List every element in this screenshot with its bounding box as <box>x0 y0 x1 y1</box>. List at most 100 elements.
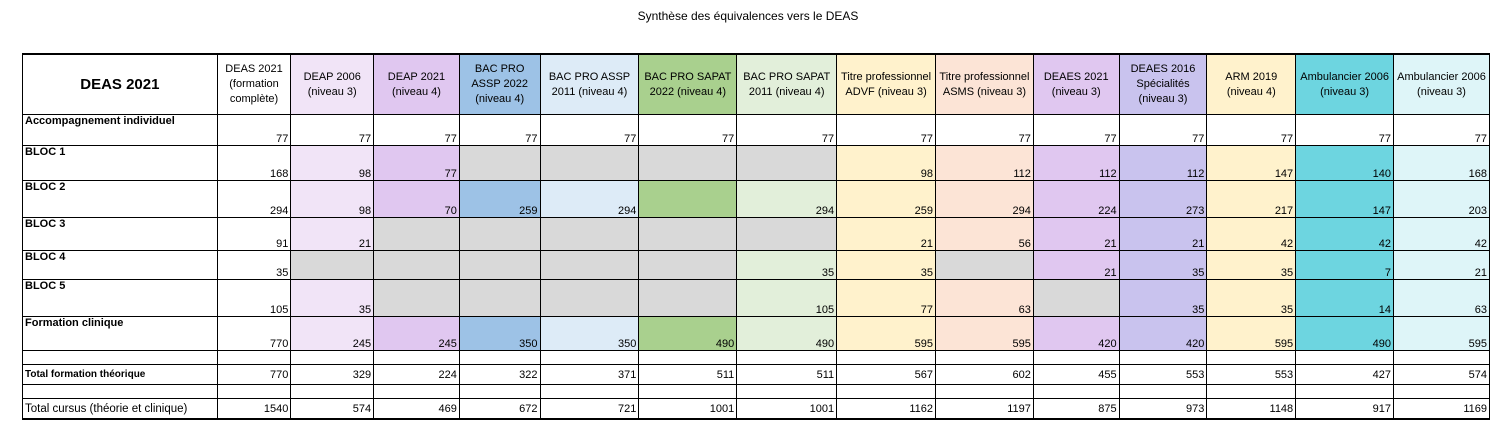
row-label: Formation clinique <box>22 316 218 351</box>
spacer-cell <box>290 384 375 399</box>
table-cell: 245 <box>373 316 460 351</box>
column-header: DEAES 2021 (niveau 3) <box>1032 53 1120 115</box>
row-label: BLOC 5 <box>22 279 218 317</box>
table-cell: 21 <box>836 217 937 251</box>
column-header: ARM 2019 (niveau 4) <box>1206 53 1297 115</box>
table-cell: 105 <box>216 279 292 317</box>
spacer-cell <box>836 350 937 365</box>
table-cell <box>373 279 460 317</box>
table-cell: 42 <box>1206 217 1297 251</box>
table-cell <box>638 217 738 251</box>
spacer-cell <box>1032 384 1120 399</box>
total-cell: 1197 <box>935 398 1034 420</box>
table-cell: 490 <box>1295 316 1395 351</box>
column-header: Titre professionnel ASMS (niveau 3) <box>935 53 1034 115</box>
spacer-cell <box>216 384 292 399</box>
table-cell: 595 <box>1393 316 1490 351</box>
spacer-cell <box>935 384 1034 399</box>
table-cell: 77 <box>216 114 292 146</box>
total-cell: 329 <box>290 364 375 385</box>
table-cell <box>458 250 541 280</box>
table-cell: 168 <box>216 145 292 181</box>
table-cell: 77 <box>1118 114 1208 146</box>
table-cell: 98 <box>290 145 375 181</box>
total-cell: 875 <box>1032 398 1120 420</box>
spacer-cell <box>1032 350 1120 365</box>
table-cell <box>373 217 460 251</box>
total-cell: 455 <box>1032 364 1120 385</box>
table-cell: 245 <box>290 316 375 351</box>
table-cell: 63 <box>1393 279 1490 317</box>
row-label: BLOC 2 <box>22 180 218 218</box>
table-cell: 259 <box>458 180 541 218</box>
table-row: BLOC 1 168 98 77 98 112 112 112 147 140 168 <box>22 145 1490 181</box>
table-cell: 7 <box>1295 250 1395 280</box>
spacer-cell <box>736 384 838 399</box>
corner-label: DEAS 2021 <box>22 53 218 115</box>
table-cell: 21 <box>1032 250 1120 280</box>
spacer-cell <box>638 384 738 399</box>
spacer-cell <box>373 350 460 365</box>
table-row: Formation clinique 770 245 245 350 350 490 490 5… <box>22 316 1490 351</box>
total-cell: 322 <box>458 364 541 385</box>
column-header: DEAP 2021 (niveau 4) <box>373 53 460 115</box>
table-cell: 56 <box>935 217 1034 251</box>
total-row: Total cursus (théorie et clinique) 1540 57… <box>22 398 1490 420</box>
spacer-cell <box>1118 350 1208 365</box>
spacer-cell <box>638 350 738 365</box>
spacer-cell <box>373 384 460 399</box>
total-cell: 721 <box>539 398 640 420</box>
table-cell: 35 <box>836 250 937 280</box>
table-cell: 420 <box>1032 316 1120 351</box>
spacer-cell <box>458 350 541 365</box>
total-cell: 1169 <box>1393 398 1490 420</box>
table-cell: 77 <box>1393 114 1490 146</box>
table-cell: 770 <box>216 316 292 351</box>
table-cell: 77 <box>638 114 738 146</box>
table-cell: 77 <box>1206 114 1297 146</box>
spacer-cell <box>1393 350 1490 365</box>
table-cell: 77 <box>290 114 375 146</box>
total-cell: 672 <box>458 398 541 420</box>
spacer-cell <box>1393 384 1490 399</box>
row-label: BLOC 4 <box>22 250 218 280</box>
column-header: DEAES 2016 Spécialités (niveau 3) <box>1118 53 1208 115</box>
table-cell: 140 <box>1295 145 1395 181</box>
table-cell: 595 <box>935 316 1034 351</box>
total-cell: 553 <box>1206 364 1297 385</box>
table-cell: 35 <box>216 250 292 280</box>
table-cell: 21 <box>1118 217 1208 251</box>
total-cell: 770 <box>216 364 292 385</box>
table-cell: 77 <box>1032 114 1120 146</box>
table-cell: 77 <box>373 145 460 181</box>
table-cell <box>539 145 640 181</box>
table-cell: 294 <box>216 180 292 218</box>
table-row: Accompagnement individuel 77 77 77 77 77 77 77 7… <box>22 114 1490 146</box>
table-cell: 112 <box>1032 145 1120 181</box>
table-cell <box>458 145 541 181</box>
row-label: BLOC 3 <box>22 217 218 251</box>
table-cell: 91 <box>216 217 292 251</box>
table-cell: 595 <box>836 316 937 351</box>
column-header: BAC PRO SAPAT 2022 (niveau 4) <box>638 53 738 115</box>
table-cell: 98 <box>836 145 937 181</box>
total-row: Total formation théorique 770 329 224 322 371… <box>22 364 1490 385</box>
table-cell: 350 <box>458 316 541 351</box>
table-cell: 35 <box>1118 279 1208 317</box>
total-cell: 1001 <box>638 398 738 420</box>
total-cell: 427 <box>1295 364 1395 385</box>
spacer-cell <box>539 350 640 365</box>
total-cell: 567 <box>836 364 937 385</box>
table-cell <box>1032 279 1120 317</box>
equivalence-table: DEAS 2021 DEAS 2021 (formation complète) D… <box>22 53 1490 420</box>
column-header: Titre professionnel ADVF (niveau 3) <box>836 53 937 115</box>
table-row: BLOC 2 294 98 70 259 294 294 259 294 224 273 217 147… <box>22 180 1490 218</box>
total-cell: 1001 <box>736 398 838 420</box>
total-cell: 553 <box>1118 364 1208 385</box>
table-cell: 490 <box>736 316 838 351</box>
total-cell: 602 <box>935 364 1034 385</box>
column-header: DEAP 2006 (niveau 3) <box>290 53 375 115</box>
table-cell: 77 <box>836 114 937 146</box>
table-cell: 21 <box>1393 250 1490 280</box>
table-cell <box>935 250 1034 280</box>
